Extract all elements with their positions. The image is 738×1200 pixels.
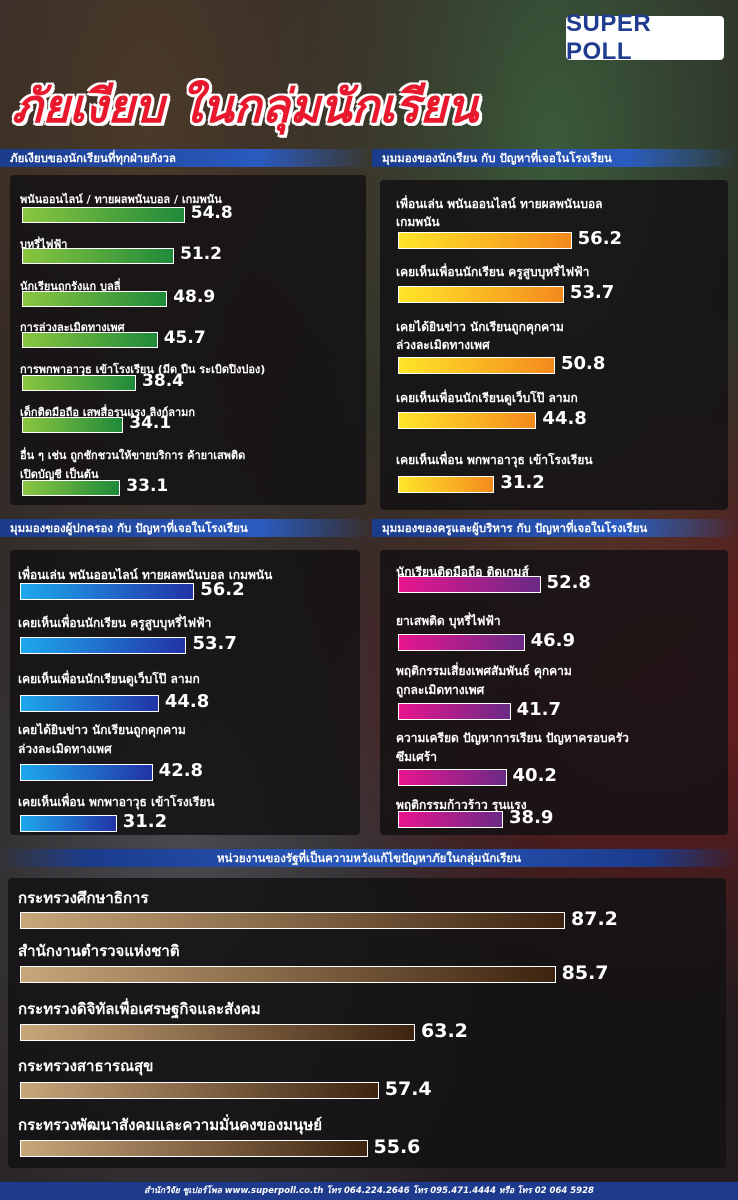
bar [398,576,541,593]
bar [20,637,187,654]
footer-text: สำนักวิจัย ซูเปอร์โพล www.superpoll.co.t… [144,1186,594,1196]
superpoll-logo: SUPER POLL [566,10,724,65]
category-label: เคยเห็นเพื่อน พกพาอาวุธ เข้าโรงเรียน [396,453,593,467]
bar [398,286,564,303]
brand-name: SUPER POLL [566,10,652,65]
value-label: 46.9 [530,630,576,651]
bar [398,769,507,786]
value-label: 55.6 [373,1136,421,1158]
value-label: 42.8 [158,760,204,781]
value-label: 31.2 [500,472,545,493]
category-label: เคยเห็นเพื่อน พกพาอาวุธ เข้าโรงเรียน [18,795,215,809]
bar [398,811,504,828]
value-label: 45.7 [163,328,206,348]
category-label: พฤติกรรมก้าวร้าว รุนแรง [396,798,527,812]
value-label: 53.7 [569,282,615,303]
value-label: 44.8 [542,408,587,429]
bar [398,412,537,429]
category-label: บุหรี่ไฟฟ้า [20,238,68,251]
bar [22,332,158,348]
page-title: ภัยเงียบ ในกลุ่มนักเรียน [12,79,479,133]
category-label: เคยได้ยินข่าว นักเรียนถูกคุกคาม [396,320,564,334]
bar [20,1140,368,1157]
bar [22,417,124,433]
bar [398,357,555,374]
bar [22,207,185,223]
category-label: การพกพาอาวุธ เข้าโรงเรียน (มีด ปืน ระเบิ… [20,363,266,376]
value-label: 41.7 [516,699,561,720]
value-label: 44.8 [164,691,210,712]
value-label: 56.2 [200,579,245,600]
category-label: เคยได้ยินข่าว นักเรียนถูกคุกคาม [18,723,186,737]
category-label: ยาเสพติด บุหรี่ไฟฟ้า [396,614,501,628]
footer-contact: สำนักวิจัย ซูเปอร์โพล www.superpoll.co.t… [0,1182,738,1200]
value-label: 53.7 [192,633,237,654]
chart-title-5: หน่วยงานของรัฐที่เป็นความหวังแก้ไขปัญหาภ… [0,849,738,867]
bar [22,291,168,307]
category-label: พฤติกรรมเสี่ยงเพศสัมพันธ์ คุกคาม [396,664,572,678]
chart-panel-4 [380,550,728,835]
value-label: 34.1 [129,413,172,433]
category-label: เคยเห็นเพื่อนนักเรียนดูเว็บโป๊ ลามก [18,672,200,686]
category-label: สำนักงานตำรวจแห่งชาติ [18,942,180,960]
category-label: การล่วงละเมิดทางเพศ [20,321,125,334]
bar [398,232,572,249]
category-label: กระทรวงสาธารณสุข [18,1057,154,1075]
bar [20,1024,415,1041]
value-label: 87.2 [571,908,618,930]
category-label: เพื่อนเล่น พนันออนไลน์ ทายผลพนันบอล เกมพ… [18,568,273,582]
bar [20,764,153,781]
value-label: 54.8 [190,203,233,223]
chart-title-4: มุมมองของครูและผู้บริหาร กับ ปัญหาที่เจอ… [372,519,738,537]
bar [398,476,495,493]
value-label: 48.9 [173,287,216,307]
bar [20,912,565,929]
value-label: 51.2 [180,244,223,264]
bar [20,1082,379,1099]
category-label: เคยเห็นเพื่อนนักเรียน ครูสูบบุหรี่ไฟฟ้า [18,616,212,630]
category-label: เด็กติดมือถือ เสพสื่อรุนแรง ลิงก์ลามก [20,406,196,419]
bar [20,815,117,832]
category-label: เกมพนัน [396,215,440,229]
category-label: ซึมเศร้า [396,750,437,764]
category-label: กระทรวงพัฒนาสังคมและความมั่นคงของมนุษย์ [18,1116,322,1134]
bar [398,634,525,651]
category-label: เคยเห็นเพื่อนนักเรียน ครูสูบบุหรี่ไฟฟ้า [396,265,590,279]
bar [20,583,195,600]
bar [22,248,175,264]
value-label: 33.1 [126,476,169,496]
value-label: 85.7 [561,962,609,984]
chart-title-3: มุมมองของผู้ปกครอง กับ ปัญหาที่เจอในโรงเ… [0,519,372,537]
value-label: 31.2 [122,811,168,832]
value-label: 38.4 [142,371,184,391]
bar [398,703,511,720]
category-label: เปิดบัญชี เป็นต้น [20,468,99,481]
value-label: 52.8 [546,572,591,593]
value-label: 40.2 [512,765,557,786]
category-label: ล่วงละเมิดทางเพศ [396,338,490,352]
value-label: 56.2 [577,228,623,249]
category-label: นักเรียนถูกรังแก บูลลี่ [20,280,121,293]
value-label: 63.2 [421,1020,468,1042]
bar [22,480,121,496]
value-label: 50.8 [560,353,606,374]
chart-title-1: ภัยเงียบของนักเรียนที่ทุกฝ่ายกังวล [0,149,372,167]
bar [20,966,556,983]
category-label: กระทรวงศึกษาธิการ [18,889,149,907]
category-label: เคยเห็นเพื่อนนักเรียนดูเว็บโป๊ ลามก [396,391,578,405]
category-label: กระทรวงดิจิทัลเพื่อเศรษฐกิจและสังคม [18,1000,261,1018]
value-label: 38.9 [509,807,554,828]
category-label: นักเรียนติดมือถือ ติดเกมส์ [396,565,529,579]
category-label: ล่วงละเมิดทางเพศ [18,742,112,756]
category-label: เพื่อนเล่น พนันออนไลน์ ทายผลพนันบอล [396,197,603,211]
bar [22,375,137,391]
category-label: พนันออนไลน์ / ทายผลพนันบอล / เกมพนัน [20,193,222,206]
category-label: อื่น ๆ เช่น ถูกชักชวนให้ขายบริการ ค้ายาเ… [20,449,246,462]
category-label: ความเครียด ปัญหาการเรียน ปัญหาครอบครัว [396,731,629,745]
chart-title-2: มุมมองของนักเรียน กับ ปัญหาที่เจอในโรงเร… [372,149,738,167]
category-label: ถูกละเมิดทางเพศ [396,683,485,697]
bar [20,695,159,712]
value-label: 57.4 [384,1078,432,1100]
